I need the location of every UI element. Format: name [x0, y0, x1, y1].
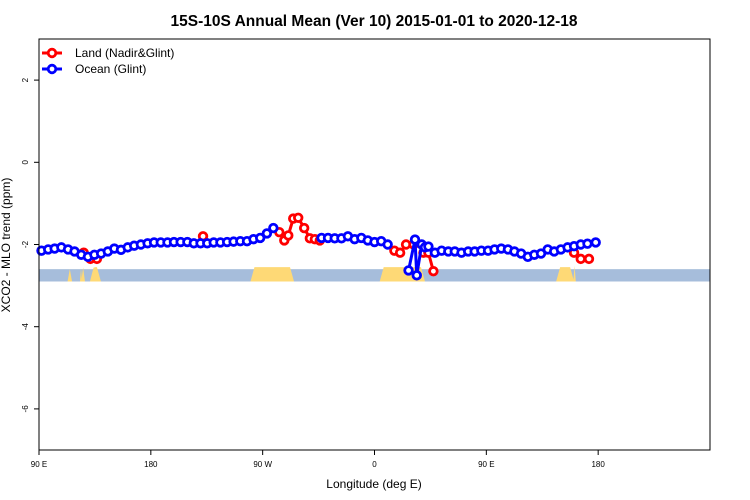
legend-swatch-marker [46, 63, 58, 75]
land-spike [564, 267, 569, 282]
x-tick-label: 180 [591, 460, 605, 469]
y-axis: 2 0 -2 -4 -6 [21, 77, 39, 412]
land-spike [80, 268, 82, 282]
data-point [293, 212, 304, 223]
x-tick-label: 0 [372, 460, 377, 469]
x-tick-label: 90 W [253, 460, 272, 469]
series-layer [36, 212, 601, 281]
data-point [409, 234, 421, 245]
y-axis-label: XCO2 - MLO trend (ppm) [0, 178, 13, 313]
x-tick-label: 90 E [31, 460, 47, 469]
data-point [298, 222, 310, 234]
x-tick-label: 180 [144, 460, 158, 469]
data-point [283, 230, 294, 241]
y-tick-label: -6 [21, 405, 30, 413]
legend-label: Land (Nadir&Glint) [75, 46, 174, 60]
land-spike [81, 267, 85, 282]
x-axis: 90 E 180 90 W 0 90 E 180 [31, 450, 605, 469]
ocean-band [39, 269, 710, 282]
land-spike [558, 269, 564, 282]
data-point [382, 239, 393, 250]
data-point [261, 228, 273, 239]
y-tick-label: 0 [21, 160, 30, 165]
legend-swatch-marker [46, 47, 58, 59]
y-tick-label: 2 [21, 77, 30, 82]
land-ocean-mask [39, 265, 710, 282]
data-point [394, 247, 406, 258]
data-point [403, 265, 414, 276]
land-spike [67, 269, 73, 282]
data-point [575, 253, 586, 265]
y-tick-label: -4 [21, 323, 30, 331]
series-ocean [36, 222, 601, 281]
data-point [583, 253, 595, 265]
data-point [254, 232, 266, 244]
data-point [268, 222, 279, 234]
data-point [428, 266, 439, 277]
chart-title: 15S-10S Annual Mean (Ver 10) 2015-01-01 … [171, 13, 578, 30]
data-point [423, 241, 434, 252]
legend-label: Ocean (Glint) [75, 62, 146, 76]
data-point [411, 270, 422, 281]
data-point [590, 237, 601, 248]
land-spike [89, 267, 98, 282]
legend: Land (Nadir&Glint) Ocean (Glint) [42, 46, 174, 76]
y-tick-label: -2 [21, 240, 30, 248]
x-tick-label: 90 E [478, 460, 494, 469]
land-segment [250, 267, 295, 282]
x-axis-label: Longitude (deg E) [326, 477, 421, 491]
data-point [582, 238, 593, 249]
land-spike [573, 265, 576, 282]
